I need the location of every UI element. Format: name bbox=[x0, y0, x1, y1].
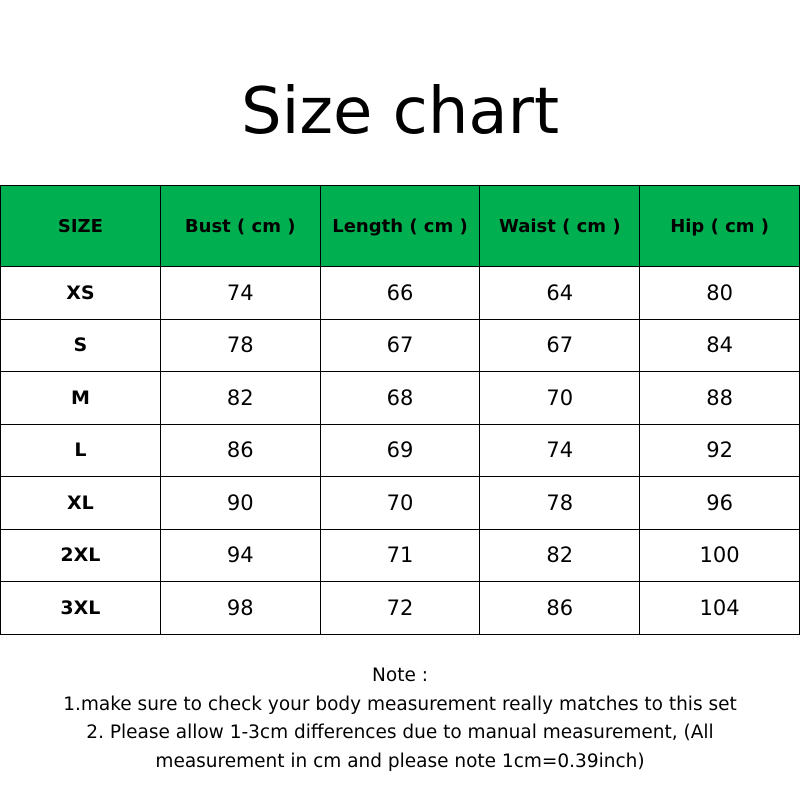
measurement-cell: 67 bbox=[479, 318, 641, 372]
measurement-cell: 86 bbox=[479, 581, 641, 635]
note-line: measurement in cm and please note 1cm=0.… bbox=[155, 750, 645, 772]
measurement-cell: 78 bbox=[479, 476, 641, 530]
size-cell: M bbox=[0, 371, 161, 425]
measurement-cell: 67 bbox=[319, 318, 481, 372]
table-row: XS 74 66 64 80 bbox=[0, 266, 800, 320]
table-row: S 78 67 67 84 bbox=[0, 318, 800, 372]
measurement-cell: 92 bbox=[639, 423, 800, 477]
table-row: L 86 69 74 92 bbox=[0, 423, 800, 477]
measurement-cell: 104 bbox=[639, 581, 800, 635]
measurement-cell: 66 bbox=[319, 266, 481, 320]
size-table: SIZE Bust ( cm ) Length ( cm ) Waist ( cm )… bbox=[0, 185, 800, 635]
measurement-cell: 80 bbox=[639, 266, 800, 320]
measurement-cell: 64 bbox=[479, 266, 641, 320]
note-line: 2. Please allow 1-3cm differences due to… bbox=[86, 722, 714, 743]
size-cell: 2XL bbox=[0, 528, 161, 582]
measurement-cell: 70 bbox=[319, 476, 481, 530]
size-cell: 3XL bbox=[0, 581, 161, 635]
measurement-cell: 86 bbox=[159, 423, 321, 477]
table-row: M 82 68 70 88 bbox=[0, 371, 800, 425]
table-header-row: SIZE Bust ( cm ) Length ( cm ) Waist ( cm )… bbox=[0, 185, 800, 267]
column-header: SIZE bbox=[0, 185, 161, 267]
table-row: 3XL 98 72 86 104 bbox=[0, 581, 800, 635]
table-row: 2XL 94 71 82 100 bbox=[0, 528, 800, 582]
measurement-cell: 74 bbox=[159, 266, 321, 320]
measurement-cell: 68 bbox=[319, 371, 481, 425]
column-header: Hip ( cm ) bbox=[639, 185, 800, 267]
measurement-cell: 82 bbox=[479, 528, 641, 582]
note-line: 1.make sure to check your body measureme… bbox=[63, 693, 737, 715]
measurement-cell: 74 bbox=[479, 423, 641, 477]
size-cell: S bbox=[0, 318, 161, 372]
size-cell: L bbox=[0, 423, 161, 477]
measurement-cell: 90 bbox=[159, 476, 321, 530]
page-title: Size chart bbox=[240, 75, 560, 149]
measurement-cell: 69 bbox=[319, 423, 481, 477]
measurement-cell: 84 bbox=[639, 318, 800, 372]
size-cell: XL bbox=[0, 476, 161, 530]
measurement-cell: 71 bbox=[319, 528, 481, 582]
note-heading: Note : bbox=[372, 665, 428, 686]
measurement-cell: 96 bbox=[639, 476, 800, 530]
measurement-cell: 98 bbox=[159, 581, 321, 635]
size-cell: XS bbox=[0, 266, 161, 320]
measurement-cell: 72 bbox=[319, 581, 481, 635]
table-row: XL 90 70 78 96 bbox=[0, 476, 800, 530]
measurement-cell: 88 bbox=[639, 371, 800, 425]
note-section: Note : 1.make sure to check your body me… bbox=[0, 662, 800, 776]
measurement-cell: 82 bbox=[159, 371, 321, 425]
column-header: Bust ( cm ) bbox=[159, 185, 321, 267]
measurement-cell: 70 bbox=[479, 371, 641, 425]
column-header: Waist ( cm ) bbox=[479, 185, 641, 267]
measurement-cell: 78 bbox=[159, 318, 321, 372]
measurement-cell: 94 bbox=[159, 528, 321, 582]
column-header: Length ( cm ) bbox=[319, 185, 481, 267]
measurement-cell: 100 bbox=[639, 528, 800, 582]
